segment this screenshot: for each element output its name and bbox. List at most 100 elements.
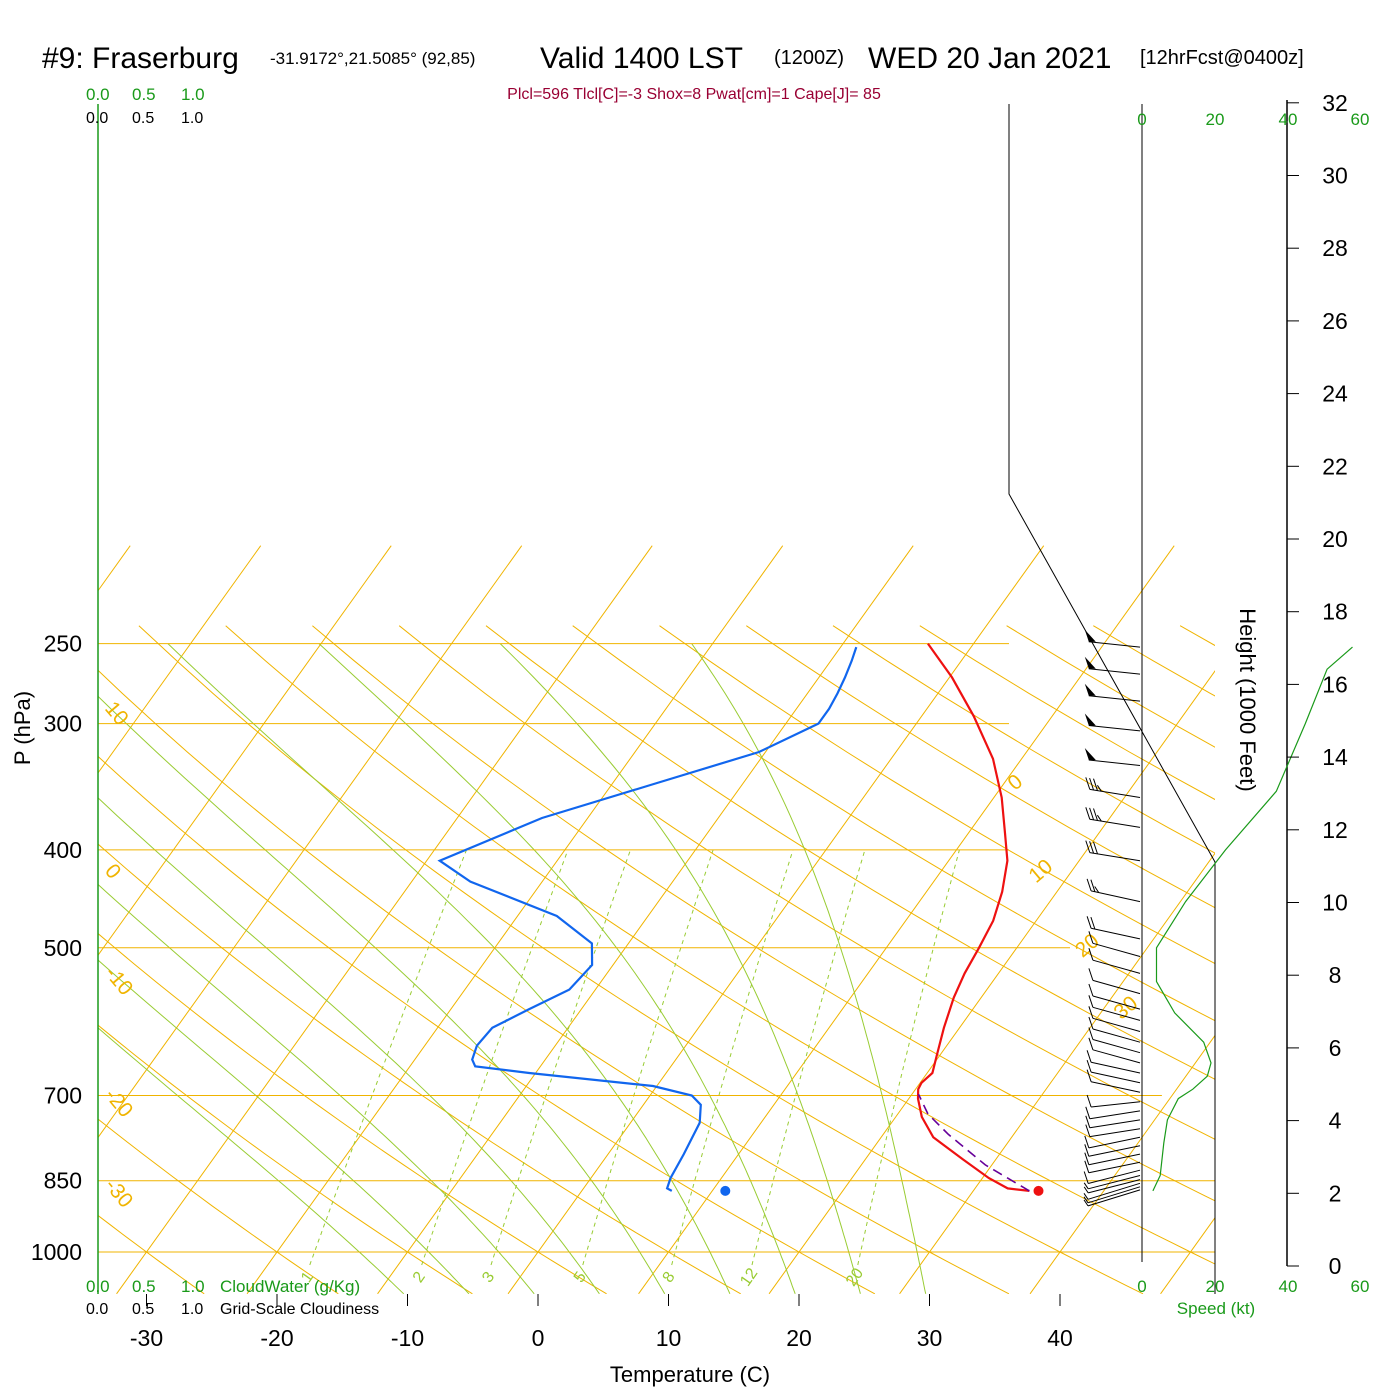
wind-barb	[1085, 1124, 1141, 1138]
height-tick-label: 0	[1329, 1253, 1342, 1279]
pressure-tick-label: 400	[44, 837, 82, 863]
height-tick-label: 22	[1322, 453, 1348, 479]
dry-adiabat	[225, 625, 1215, 1265]
isotherm	[377, 545, 914, 1294]
wind-speed-line	[1152, 646, 1353, 1192]
wind-barb	[1083, 1179, 1141, 1194]
moist-adiabat	[98, 883, 535, 1294]
pressure-tick-label: 700	[44, 1083, 82, 1109]
title-forecast: [12hrFcst@0400z]	[1140, 47, 1304, 69]
isotherm-lines	[98, 545, 1215, 1294]
wind-barb	[1088, 948, 1141, 974]
dewpoint-line	[437, 646, 858, 1192]
plot-frame	[97, 100, 1288, 1294]
pressure-axis-labels: 250 300 400 500 700 850 1000	[31, 631, 82, 1265]
dry-adiabat	[659, 625, 1215, 965]
wind-barb	[1088, 931, 1141, 957]
height-tick-label: 24	[1322, 381, 1348, 407]
height-tick-label: 26	[1322, 308, 1348, 334]
parcel-line	[917, 1093, 1030, 1192]
height-tick-label: 20	[1322, 526, 1348, 552]
mixing-ratio-line	[309, 849, 467, 1266]
pressure-tick-label: 500	[44, 935, 82, 961]
moist-adiabat	[98, 1027, 405, 1294]
cc-bot-0: 0.0	[86, 1301, 108, 1318]
temperature-tick-label: 10	[656, 1325, 682, 1351]
height-tick-label: 6	[1329, 1035, 1342, 1061]
temperature-tick-label: -30	[130, 1325, 163, 1351]
chart-title: #9: Fraserburg -31.9172°,21.5085° (92,85…	[42, 42, 1304, 75]
spd-bot-0: 0	[1137, 1277, 1146, 1296]
dry-adiabat	[98, 1118, 339, 1294]
pressure-tick-label: 1000	[31, 1239, 82, 1265]
dry-adiabat	[98, 932, 607, 1294]
sounding-series	[437, 642, 1030, 1192]
spd-top-20: 20	[1206, 110, 1225, 129]
isobar-lines	[98, 643, 1215, 1253]
moist-adiabat	[98, 797, 600, 1294]
cw-top-2: 1.0	[181, 85, 205, 104]
height-tick-label: 12	[1322, 817, 1348, 843]
wind-barb	[1085, 777, 1141, 798]
cloudiness-scale-bottom: 0.0 0.5 1.0 Grid-Scale Cloudiness	[86, 1301, 379, 1318]
mixing-ratio-label: 20	[843, 1265, 867, 1289]
title-valid: Valid 1400 LST	[540, 42, 743, 75]
wind-barb	[1086, 1094, 1141, 1108]
dry-adiabat	[485, 625, 1215, 1080]
wind-barb	[1085, 1106, 1141, 1120]
mixing-ratio-label: 3	[479, 1269, 498, 1286]
spd-bot-60: 60	[1351, 1277, 1370, 1296]
temperature-axis-labels: -30 -20 -10 0 10 20 30 40	[130, 1294, 1073, 1351]
dry-adiabat	[138, 625, 1144, 1294]
cc-bot-1: 0.5	[132, 1301, 154, 1318]
dry-adiabat	[98, 843, 741, 1294]
isotherm	[768, 670, 1215, 1294]
dry-adiabat	[98, 755, 876, 1294]
moist-adiabat	[98, 695, 666, 1294]
mixing-ratio-lines	[309, 849, 960, 1266]
height-tick-label: 32	[1322, 90, 1348, 116]
isotherm	[246, 545, 784, 1294]
surface-temperature-marker	[1033, 1185, 1044, 1196]
wind-barb	[1088, 983, 1141, 1010]
temperature-tick-label: -10	[391, 1325, 424, 1351]
wind-barb	[1086, 1059, 1141, 1084]
pressure-tick-label: 250	[44, 631, 82, 657]
mixing-ratio-line	[857, 849, 960, 1266]
isotherm	[638, 545, 1175, 1294]
cw-top-0: 0.0	[86, 85, 110, 104]
spd-top-40: 40	[1279, 110, 1298, 129]
temperature-tick-label: 20	[786, 1325, 812, 1351]
isotherm	[507, 545, 1045, 1294]
wind-barb	[1083, 1186, 1141, 1204]
wind-barb	[1084, 629, 1141, 648]
cw-bot-2: 1.0	[181, 1277, 205, 1296]
isotherm	[1029, 1034, 1215, 1294]
surface-points	[720, 1185, 1044, 1196]
wind-barb	[1085, 807, 1141, 828]
wind-barb	[1088, 1016, 1141, 1043]
wind-barb	[1088, 995, 1141, 1021]
wind-barb	[1086, 1069, 1141, 1093]
cw-bot-0: 0.0	[86, 1277, 110, 1296]
speed-label: Speed (kt)	[1177, 1299, 1255, 1318]
temperature-line	[916, 642, 1030, 1192]
dry-adiabat	[398, 625, 1215, 1140]
moist-adiabat	[499, 643, 861, 1294]
cloudiness-label: Grid-Scale Cloudiness	[220, 1301, 379, 1318]
mixing-ratio-label: 5	[571, 1269, 590, 1286]
mixing-ratio-line	[751, 849, 866, 1266]
wind-barb	[1084, 1144, 1141, 1157]
wind-barb	[1088, 1006, 1141, 1032]
wind-barb	[1088, 1037, 1141, 1064]
title-zulu: (1200Z)	[774, 47, 844, 69]
height-tick-label: 28	[1322, 235, 1348, 261]
pressure-tick-label: 850	[44, 1168, 82, 1194]
isotherm-label: -30	[100, 1174, 137, 1212]
dry-adiabat	[98, 669, 1010, 1294]
cc-bot-2: 1.0	[181, 1301, 203, 1318]
title-station: #9: Fraserburg	[42, 42, 239, 75]
cloudwater-scale-top: 0.0 0.5 1.0	[86, 85, 205, 104]
wind-barb	[1085, 1115, 1141, 1129]
mixing-ratio-line	[490, 849, 631, 1266]
